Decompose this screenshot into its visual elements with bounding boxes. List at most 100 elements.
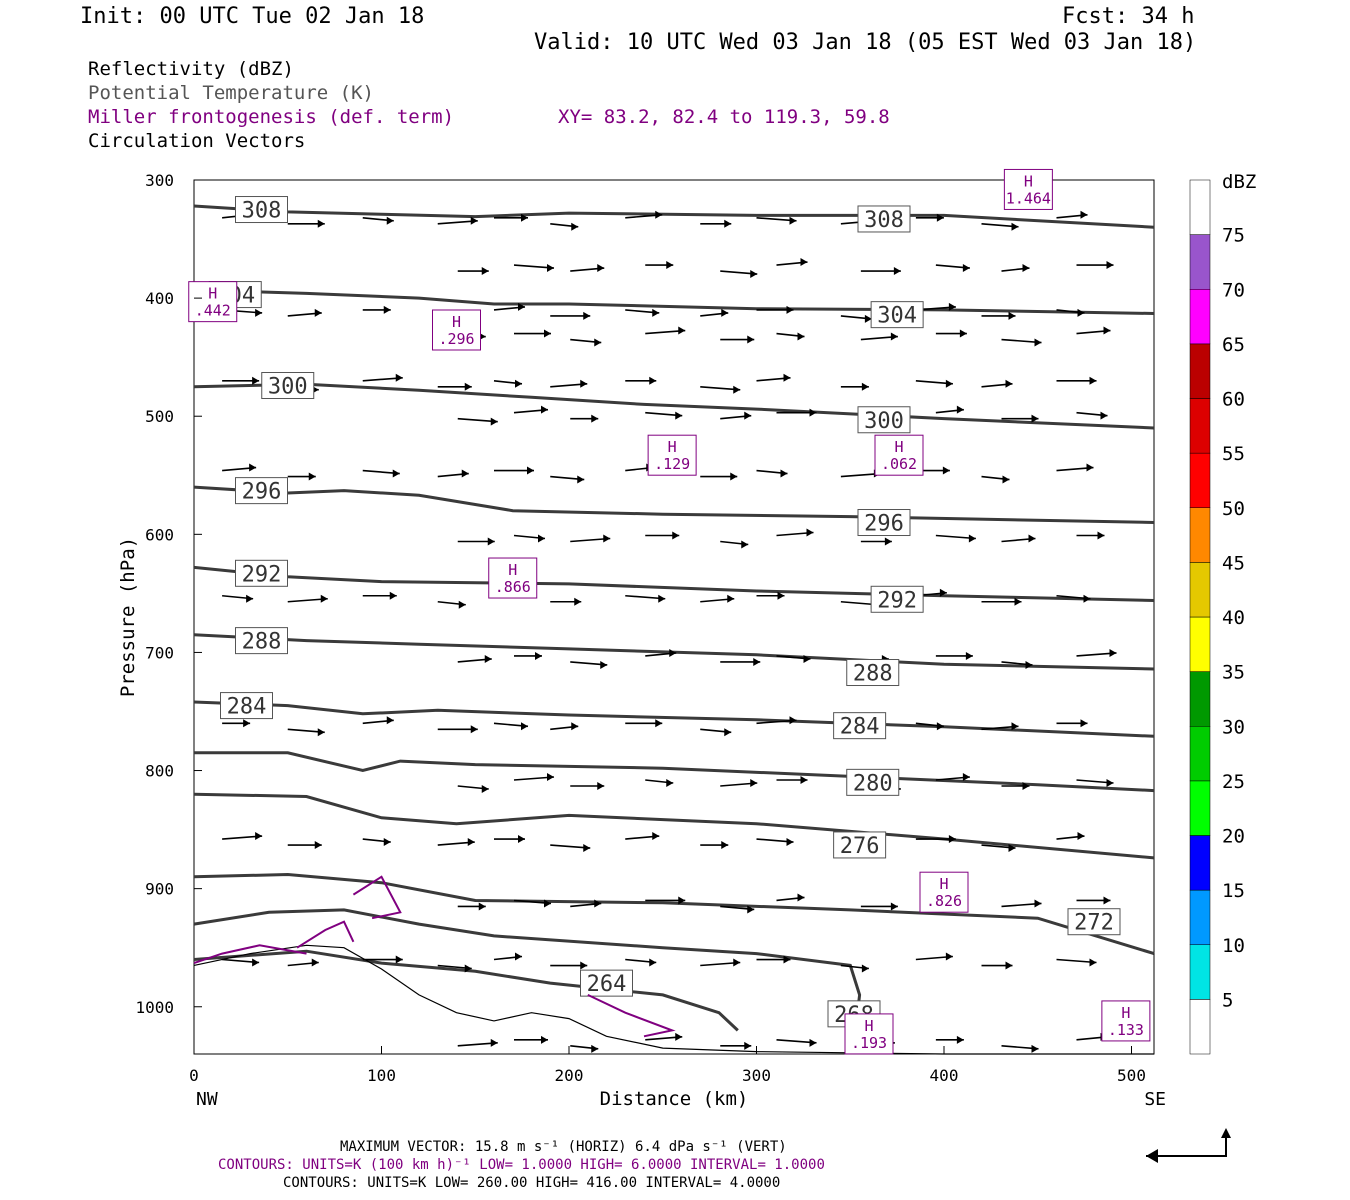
vector-arrowhead: [1028, 534, 1036, 543]
colorbar-segment: [1189, 999, 1211, 1055]
theta-label-box: [857, 205, 911, 233]
vector-arrowhead: [1089, 376, 1097, 385]
y-tick-label: 800: [145, 762, 174, 781]
vector-arrowhead: [741, 540, 749, 549]
vector-arrowhead: [487, 537, 495, 546]
fronto-contour: [193, 944, 307, 965]
vector-arrowhead: [669, 648, 677, 657]
vector-arrowhead: [583, 844, 591, 853]
theta-label-box: [1067, 908, 1121, 936]
colorbar-level: 40: [1222, 607, 1245, 629]
vector-arrowhead: [1106, 261, 1114, 270]
vector-arrowhead: [809, 1038, 817, 1047]
colorbar-level: 5: [1222, 989, 1233, 1011]
vector-arrowhead: [467, 838, 475, 847]
fronto-max-value: .193: [851, 1034, 887, 1052]
colorbar-segment: [1189, 452, 1211, 508]
vector-arrowhead: [1100, 411, 1108, 420]
vector-arrowhead: [783, 955, 791, 964]
vector-arrowhead: [255, 308, 263, 317]
fronto-max-value: .062: [881, 455, 917, 473]
vector-arrowhead: [464, 964, 472, 973]
vector-arrowhead: [655, 719, 663, 728]
vector-arrowhead: [1008, 311, 1016, 320]
colorbar-level: 30: [1222, 716, 1245, 738]
vector-arrowhead: [317, 219, 325, 228]
vector-arrowhead: [936, 213, 944, 222]
vector-arrowhead: [464, 382, 472, 391]
fronto-max-letter: H: [508, 561, 517, 579]
theta-contour-label: 300: [268, 375, 308, 400]
vector-arrowhead: [666, 261, 674, 270]
fronto-max-box: [1003, 168, 1053, 210]
theta-contour-288: [193, 633, 1155, 671]
fronto-max-value: .133: [1108, 1021, 1144, 1039]
vector-arrowhead: [527, 466, 534, 475]
theta-label-box: [833, 712, 887, 740]
colorbar-level: 10: [1222, 935, 1245, 957]
y-tick-label: 700: [145, 643, 174, 662]
vector-arrowhead: [541, 1035, 548, 1044]
x-tick-label: 0: [189, 1066, 199, 1085]
vector-arrowhead: [672, 531, 680, 540]
vector-arrowhead: [750, 270, 758, 279]
vector-arrowhead: [803, 654, 811, 663]
vector-arrowhead: [733, 958, 741, 967]
theta-label-box: [220, 692, 273, 720]
terrain-line: [193, 944, 1154, 1055]
vector-arrowhead: [724, 219, 732, 228]
contours-fronto: CONTOURS: UNITS=K (100 km h)⁻¹ LOW= 1.00…: [218, 1157, 825, 1173]
forecast-hour: Fcst: 34 h: [1062, 4, 1195, 29]
x-axis-label: Distance (km): [600, 1088, 749, 1110]
vector-arrowhead: [521, 213, 528, 222]
vector-arrowhead: [1103, 896, 1111, 905]
plot-frame: [193, 179, 1155, 1055]
fronto-max-letter: H: [668, 438, 677, 456]
vector-arrowhead: [658, 594, 666, 603]
fronto-max-value: 1.464: [1006, 189, 1051, 207]
theta-label-box: [870, 585, 924, 613]
theta-contour-284: [193, 700, 1155, 738]
y-tick-label: 400: [145, 289, 174, 308]
vector-arrowhead: [1080, 210, 1088, 219]
vector-arrowhead: [780, 469, 788, 478]
colorbar-level: 50: [1222, 498, 1245, 520]
x-end-left: NW: [196, 1089, 218, 1110]
vector-arrowhead: [864, 314, 872, 323]
vector-arrowhead: [544, 899, 551, 908]
vector-arrowhead: [1025, 660, 1033, 669]
y-tick-label: 500: [145, 407, 174, 426]
x-tick-label: 500: [1117, 1066, 1146, 1085]
vector-arrowhead: [386, 716, 394, 725]
vector-arrowhead: [1103, 326, 1111, 335]
vector-arrowhead: [884, 537, 892, 546]
vector-arrowhead: [789, 716, 797, 725]
vector-arrowhead: [959, 329, 967, 338]
fronto-max-letter: H: [939, 875, 948, 893]
vector-arrowhead: [727, 594, 735, 603]
theta-label-box: [261, 372, 315, 400]
theta-contour-268: [193, 908, 862, 1043]
vector-arrowhead: [965, 651, 973, 660]
vector-arrowhead: [395, 373, 403, 382]
fronto-max-letter: H: [1024, 172, 1033, 190]
colorbar-level: 70: [1222, 279, 1245, 301]
fronto-max-letter: H: [208, 285, 217, 303]
theta-contour-272: [193, 872, 1155, 956]
vector-arrowhead: [649, 958, 657, 967]
vector-arrowhead: [515, 379, 522, 388]
colorbar-level: 25: [1222, 771, 1245, 793]
theta-contour-label: 308: [864, 208, 904, 233]
vector-arrowhead: [317, 728, 325, 737]
vector-arrowhead: [800, 258, 808, 267]
theta-label-box: [846, 768, 900, 796]
theta-contour-label: 264: [587, 972, 627, 997]
vector-arrowhead: [1083, 594, 1091, 603]
colorbar-segment: [1189, 835, 1211, 891]
vector-arrowhead: [1080, 719, 1088, 728]
vector-arrowhead: [308, 472, 316, 481]
vector-arrowhead: [649, 376, 657, 385]
vector-arrowhead: [1089, 958, 1097, 967]
vector-arrowhead: [541, 405, 548, 414]
